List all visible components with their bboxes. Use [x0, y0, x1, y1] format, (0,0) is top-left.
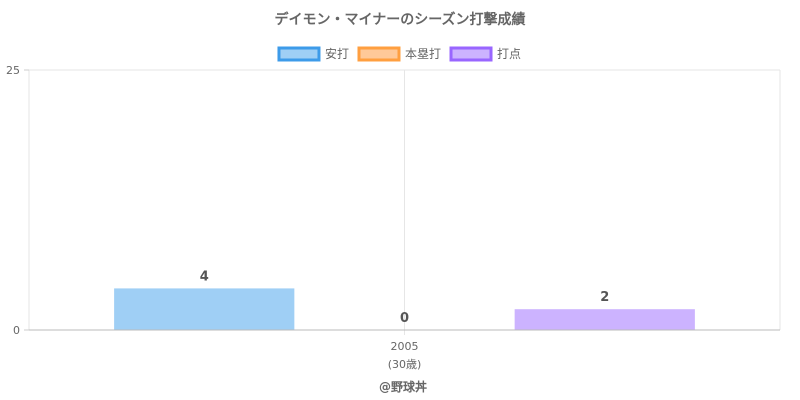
bar-1: [114, 288, 295, 330]
legend: 安打 本塁打 打点: [277, 46, 521, 62]
legend-swatch-3: [449, 46, 493, 62]
y-tick-label: 0: [13, 324, 20, 337]
legend-swatch-2: [357, 46, 401, 62]
grid: [28, 69, 781, 335]
chart-title: デイモン・マイナーのシーズン打撃成績: [274, 11, 525, 28]
legend-label-2: 本塁打: [405, 47, 441, 61]
data-labels: 4 0 2: [200, 269, 610, 326]
axes: 0 25 2005 (30歳): [6, 64, 780, 371]
legend-swatch-1: [277, 46, 321, 62]
data-label-3: 2: [600, 290, 609, 305]
legend-label-3: 打点: [497, 47, 521, 61]
x-tick-label: 2005: [391, 340, 419, 353]
bar-3: [514, 309, 695, 330]
bars: [114, 288, 695, 330]
legend-label-1: 安打: [325, 46, 349, 61]
x-tick-sublabel: (30歳): [388, 358, 422, 371]
y-tick-label: 25: [6, 64, 20, 77]
credit-text: @野球丼: [379, 379, 427, 394]
data-label-2: 0: [400, 311, 409, 326]
data-label-1: 4: [200, 269, 209, 284]
